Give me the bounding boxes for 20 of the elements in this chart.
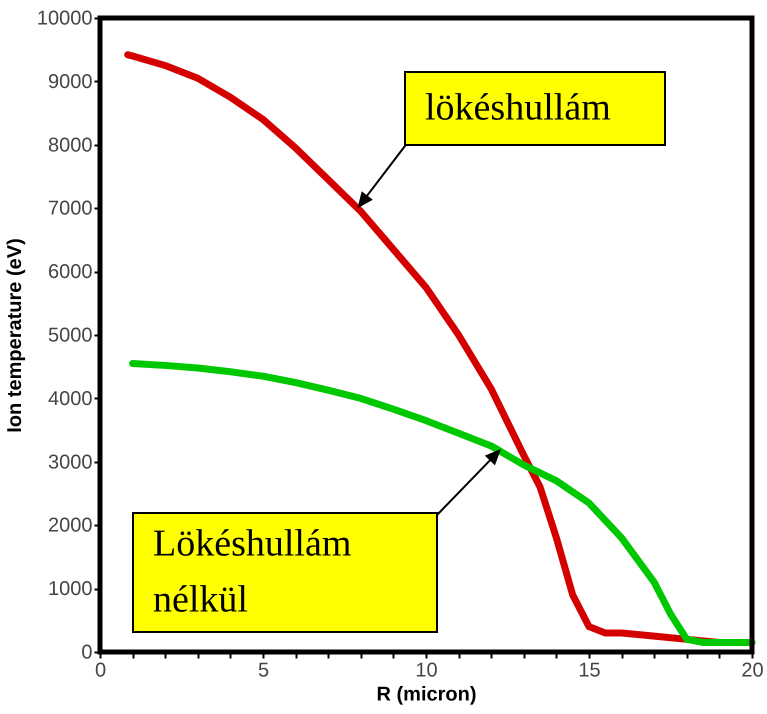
y-tick-label: 6000 xyxy=(48,261,92,284)
y-tick-label: 2000 xyxy=(48,514,92,537)
y-tick-label: 3000 xyxy=(48,451,92,474)
x-axis-title: R (micron) xyxy=(376,684,476,706)
y-tick-label: 1000 xyxy=(48,578,92,600)
x-tick-label: 10 xyxy=(415,660,438,682)
y-tick-label: 7000 xyxy=(48,198,92,220)
y-tick-label: 0 xyxy=(81,642,92,664)
y-axis-title: Ion temperature (eV) xyxy=(4,238,26,433)
y-tick-label: 5000 xyxy=(48,324,92,346)
annotation: lökéshullám xyxy=(425,86,611,128)
y-tick-label: 9000 xyxy=(48,70,92,93)
annotation: Lökéshullám nélkül xyxy=(153,522,352,620)
y-tick-label: 4000 xyxy=(48,388,92,410)
y-tick-label: 10000 xyxy=(36,8,92,30)
x-tick-label: 5 xyxy=(258,660,270,682)
x-tick-label: 20 xyxy=(741,660,764,682)
x-tick-label: 0 xyxy=(94,660,106,682)
x-tick-label: 15 xyxy=(578,660,601,682)
y-tick-label: 8000 xyxy=(48,134,92,156)
